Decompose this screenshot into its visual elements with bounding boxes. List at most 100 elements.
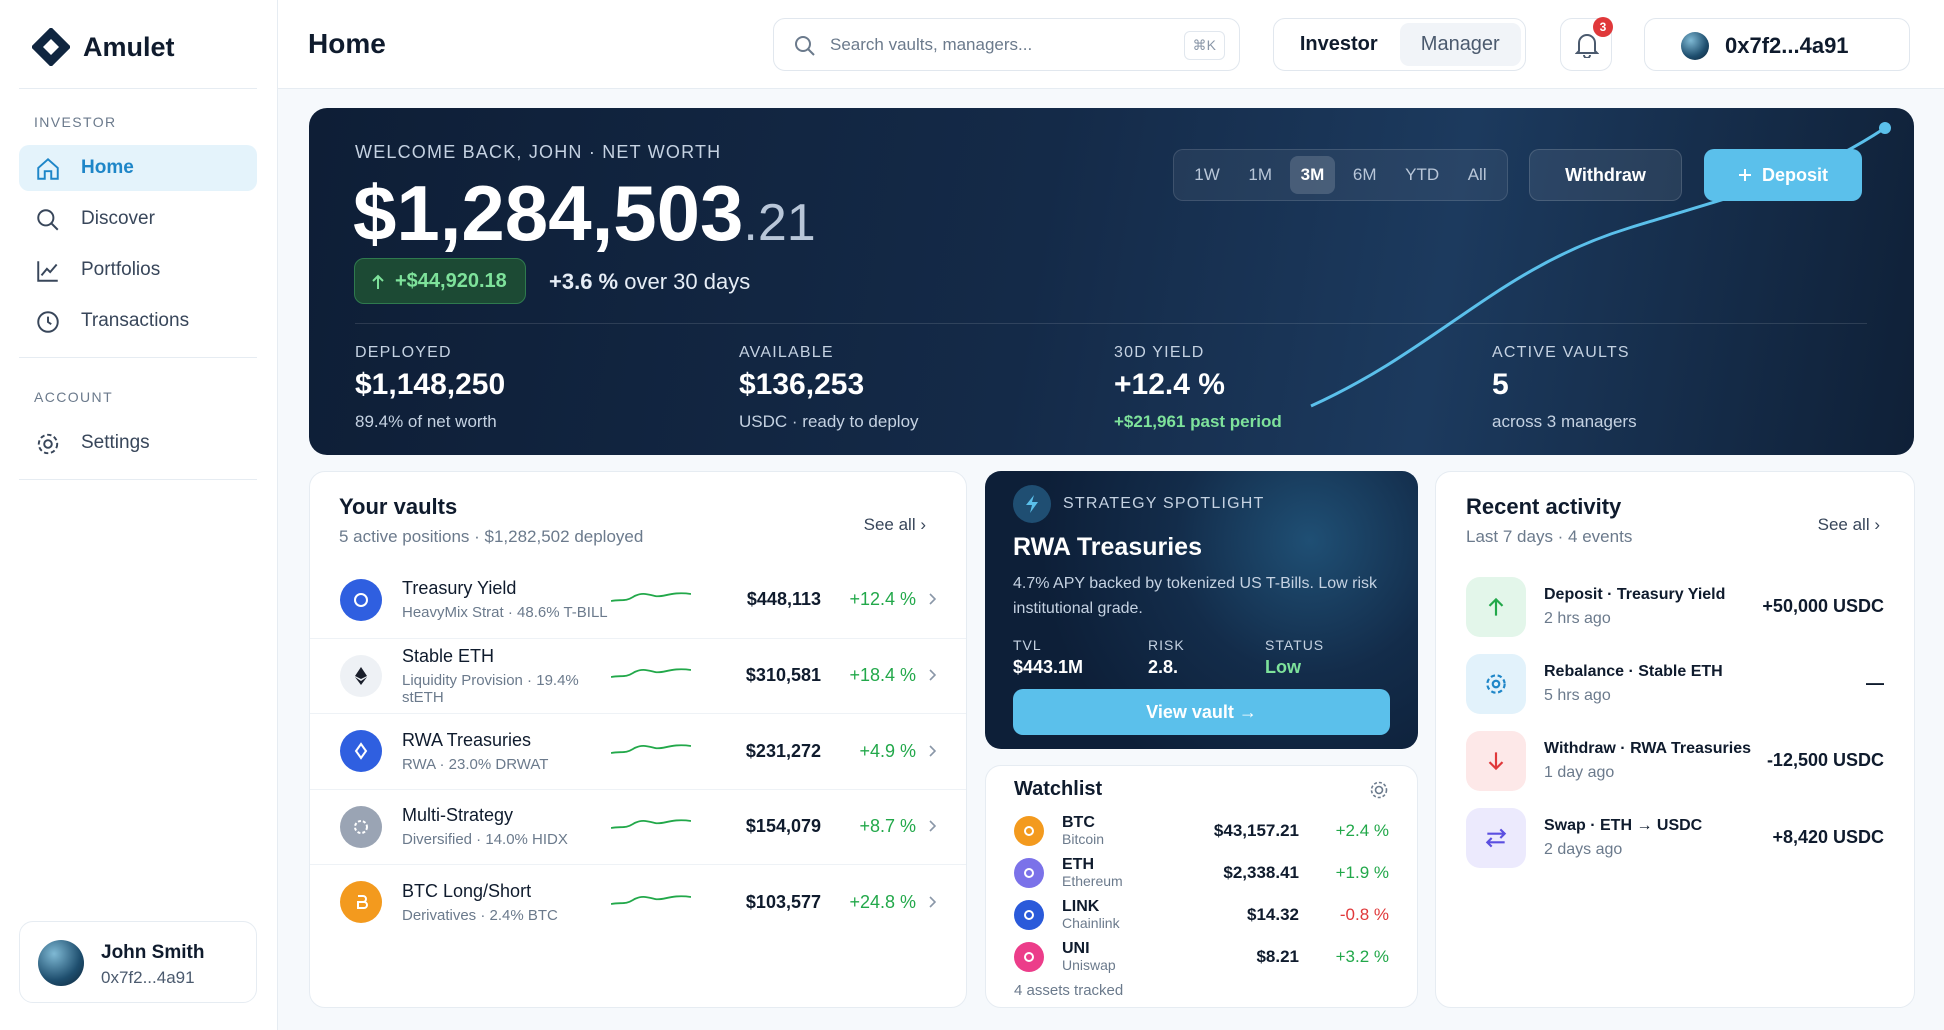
coin-icon [1014,900,1044,930]
bolt [1026,495,1038,513]
gear-icon[interactable] [1369,780,1389,800]
wallet-avatar [1681,32,1709,60]
stat-note: USDC · ready to deploy [739,412,919,431]
watch-row[interactable]: ETH Ethereum $2,338.41 +1.9 % [986,852,1417,894]
watch-row[interactable]: BTC Bitcoin $43,157.21 +2.4 % [986,810,1417,852]
deposit-label: Deposit [1761,164,1828,185]
bell-icon [1575,34,1599,58]
activity-row[interactable]: Deposit · Treasury Yield 2 hrs ago +50,000… [1436,568,1914,645]
coin-icon [1014,858,1044,888]
icon [355,666,367,685]
sparkline [610,812,692,841]
nav-item[interactable]: Transactions [19,298,257,344]
wallet[interactable]: 0x7f2...4a91 [1644,18,1910,71]
notifications[interactable]: 3 [1560,17,1613,71]
activity-title: Swap · ETH → USDC [1544,816,1703,834]
coin-price: $8.21 [1256,947,1299,966]
card-title: Recent activity [1466,494,1622,519]
brand[interactable]: Amulet [83,32,175,62]
vault-row[interactable]: Treasury Yield HeavyMix Strat · 48.6% T-B… [310,562,966,637]
vault-name: Multi-Strategy [402,805,514,825]
avatar [38,940,84,986]
activity-row[interactable]: Swap · ETH → USDC 2 days ago +8,420 USDC [1436,799,1914,876]
see-all[interactable]: See all › [1817,515,1880,534]
mode-tab[interactable]: Investor [1278,23,1400,66]
sparkline [610,661,692,690]
range-tab[interactable]: 1M [1248,165,1273,184]
vault-row[interactable]: RWA Treasuries RWA · 23.0% DRWAT $231,272 +… [310,713,966,788]
coin-name: Uniswap [1062,957,1116,973]
deposit-button[interactable]: Deposit [1704,149,1862,201]
watch-row[interactable]: UNI Uniswap $8.21 +3.2 % [986,936,1417,978]
vault-row[interactable]: Multi-Strategy Diversified · 14.0% HIDX $1… [310,788,966,864]
shortcut: ⌘K [1183,31,1225,60]
vault-value: $103,577 [745,891,821,912]
range-tab[interactable]: 6M [1352,165,1377,184]
logo [32,28,70,66]
activity-row[interactable]: Withdraw · RWA Treasuries 1 day ago -12,50… [1436,722,1914,799]
activity-amount: +50,000 USDC [1762,596,1884,616]
coin-text: UNI Uniswap [1062,940,1169,974]
icon [354,819,368,834]
vault-row[interactable]: Stable ETH Liquidity Provision · 19.4% st… [310,637,966,713]
up-arrow [372,274,384,289]
wallet-address: 0x7f2...4a91 [1725,33,1849,58]
stat-value: $1,148,250 [355,368,506,401]
card-title: Your vaults [339,494,458,519]
chevron [916,816,937,837]
nav-item[interactable]: Discover [19,196,257,242]
nav-item[interactable]: Settings [19,420,257,466]
vault-name: RWA Treasuries [402,729,532,750]
icon [357,895,368,909]
chevron-icon [929,669,937,681]
vault-row[interactable]: BTC Long/Short Derivatives · 2.4% BTC $103… [310,864,966,939]
user-card[interactable]: John Smith 0x7f2...4a91 [19,921,257,1003]
change-amount: +$44,920.18 [395,269,507,292]
stat-note: +$21,961 past period [1114,412,1282,431]
sparkline [610,585,692,614]
withdraw-button[interactable]: Withdraw [1529,149,1682,201]
vault-icon [340,805,382,848]
activity-row[interactable]: Rebalance · Stable ETH 5 hrs ago — [1436,645,1914,722]
mode-tab[interactable]: Manager [1399,23,1521,66]
activity-time: 2 days ago [1544,840,1623,858]
range-tab[interactable]: All [1467,165,1487,184]
coin-name: Ethereum [1062,873,1123,889]
vault-icon [340,578,382,621]
change-pct: +3.6 % [549,269,619,294]
vault-detail: HeavyMix Strat · 48.6% T-BILL [402,604,608,621]
search[interactable]: Search vaults, managers... ⌘K [773,18,1240,71]
range-tab[interactable]: YTD [1405,165,1440,184]
icon [1488,597,1504,616]
range-tab[interactable]: 1W [1194,165,1220,184]
vault-icon [340,654,382,697]
net-worth: $1,284,503.21 [353,168,816,259]
coin-symbol: BTC [1062,814,1095,831]
activity-time: 2 hrs ago [1544,609,1611,627]
see-all[interactable]: See all › [863,515,926,534]
change-period: over 30 days [624,269,751,294]
vault-detail: Diversified · 14.0% HIDX [402,831,568,848]
notification-badge: 3 [1593,17,1613,37]
mode-toggle: Investor Manager [1273,18,1526,71]
icon [1024,826,1034,836]
range-tab[interactable]: 3M [1289,156,1336,194]
activity-text: Withdraw · RWA Treasuries 1 day ago [1544,740,1767,782]
icon [37,261,58,282]
divider [19,479,257,480]
activity-amount: +8,420 USDC [1772,827,1884,847]
spark [610,668,692,678]
stat-note: across 3 managers [1492,412,1637,431]
watch-row[interactable]: LINK Chainlink $14.32 -0.8 % [986,894,1417,936]
nav-item[interactable]: Home [19,145,257,191]
activity-text: Deposit · Treasury Yield 2 hrs ago [1544,586,1762,628]
divider [19,357,257,358]
coin-text: BTC Bitcoin [1062,814,1169,848]
spot-stat-label: STATUS [1265,637,1325,653]
nav-item[interactable]: Portfolios [19,247,257,293]
stat-label: AVAILABLE [739,344,834,361]
chevron [916,741,937,762]
view-vault-button[interactable]: View vault → [1013,689,1390,735]
vault-text: Multi-Strategy Diversified · 14.0% HIDX [402,805,611,848]
icon [1486,673,1506,694]
